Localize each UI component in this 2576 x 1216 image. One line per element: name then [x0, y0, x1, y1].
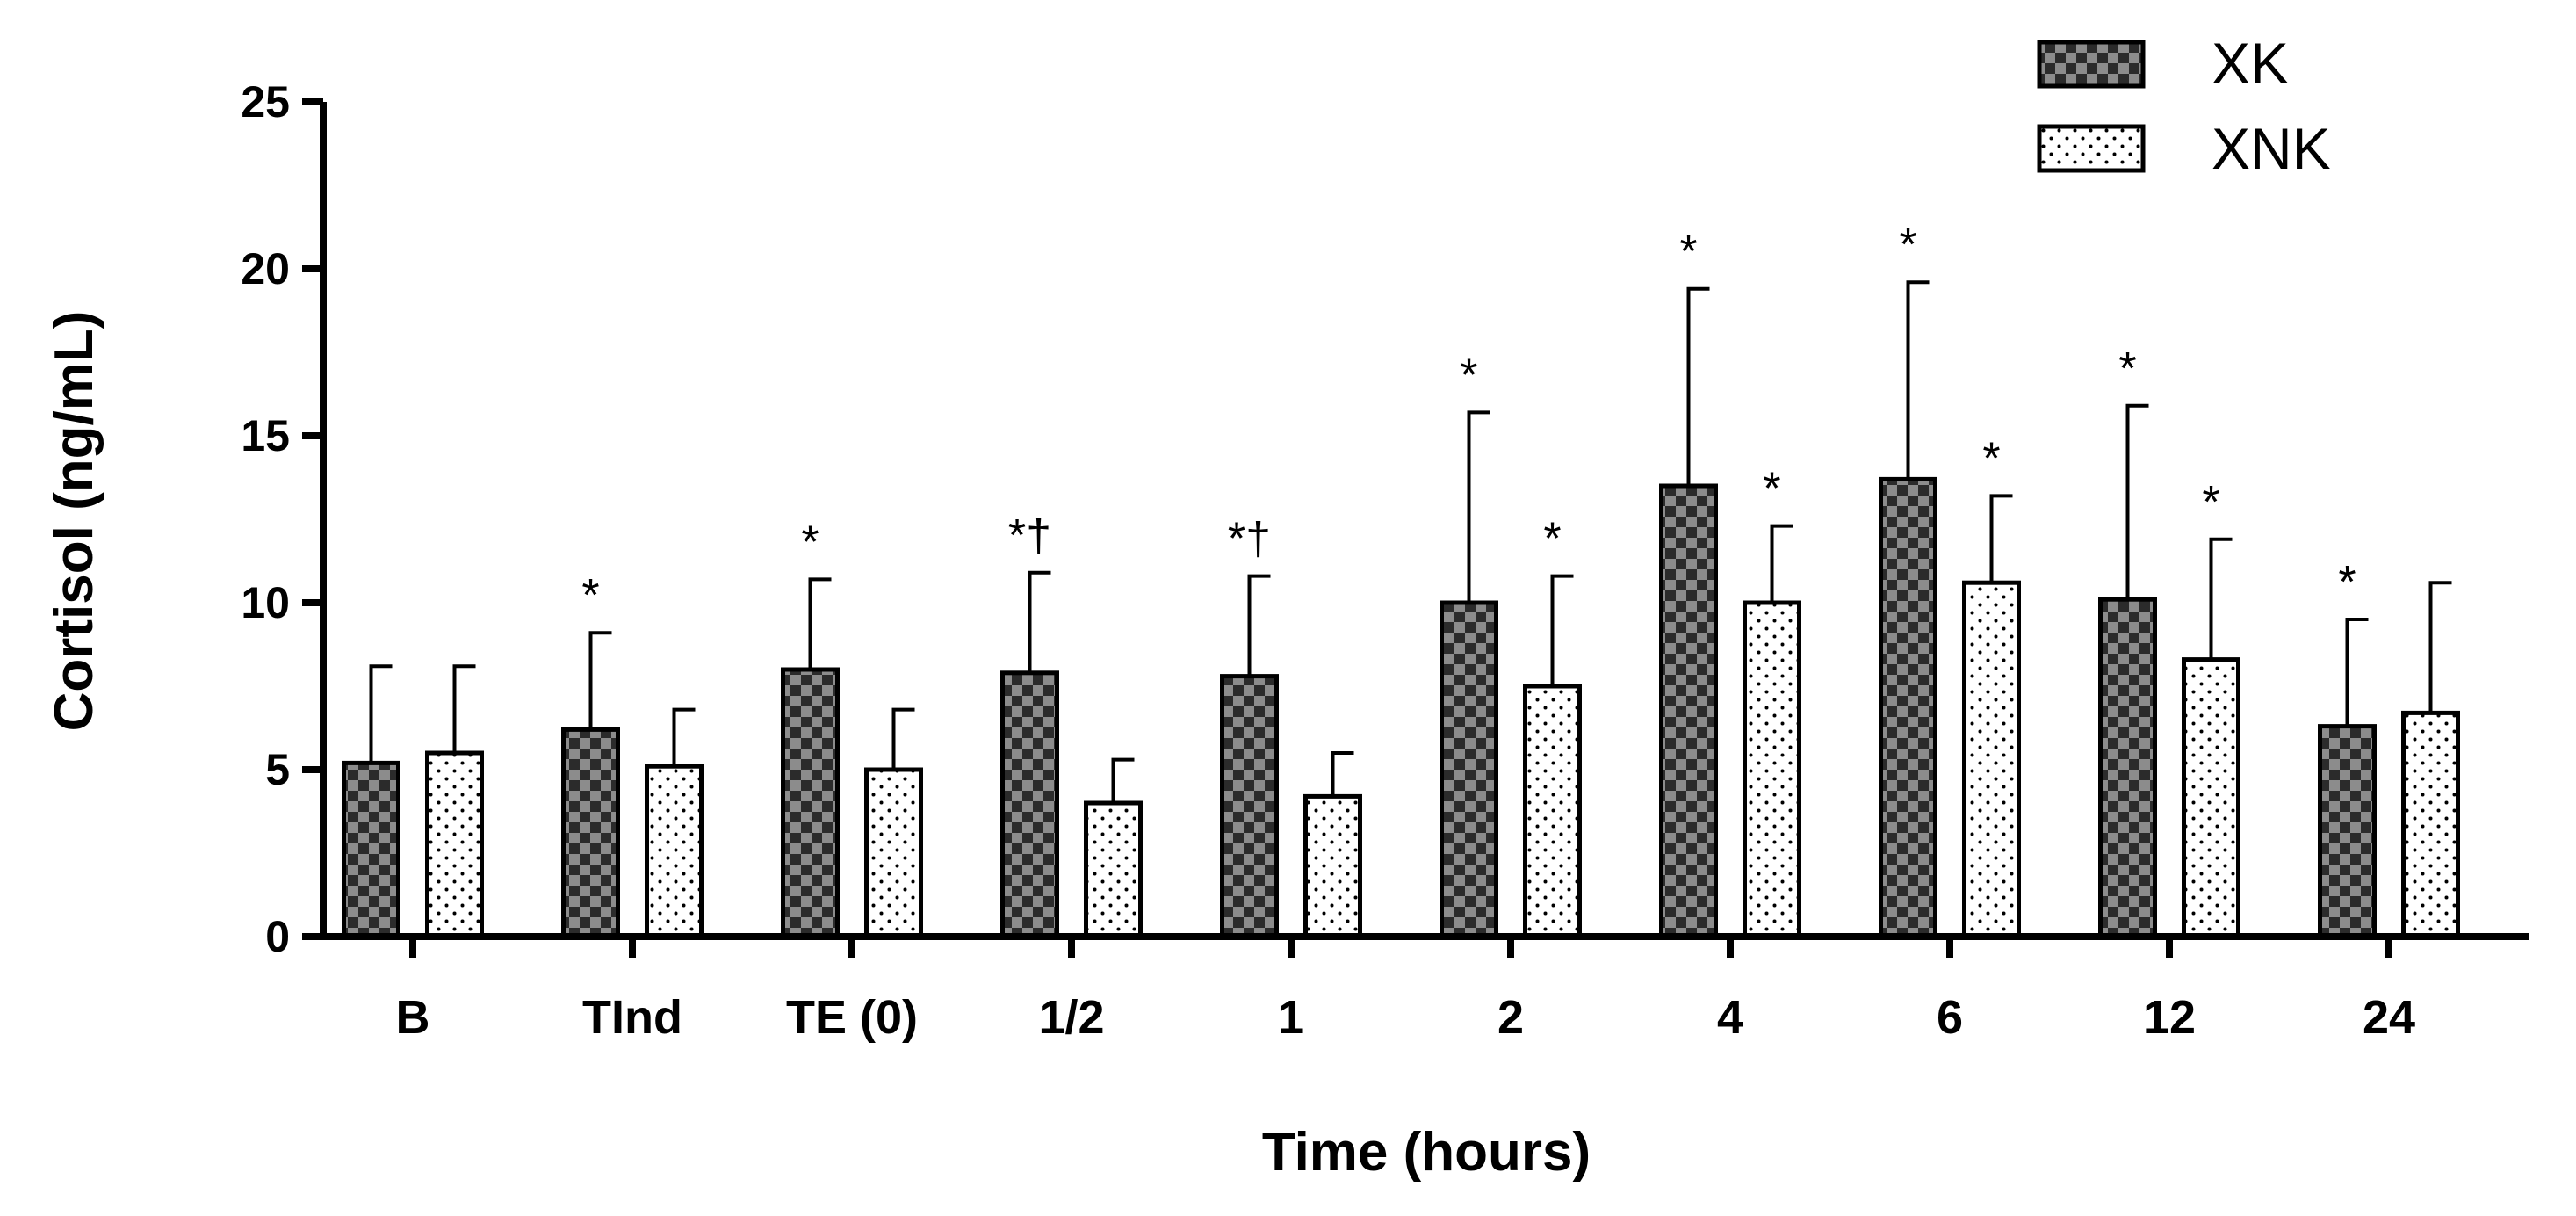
significance-label: *	[2338, 557, 2356, 608]
legend-label-xnk: XNK	[2212, 116, 2331, 181]
y-tick-label: 20	[241, 244, 290, 293]
y-tick-label: 0	[265, 912, 290, 961]
y-tick-label: 5	[265, 745, 290, 794]
bar-xnk-9	[2401, 710, 2460, 939]
bar-xnk-2	[864, 767, 923, 939]
significance-labels: * * *† *† * * * * * * * * *	[581, 220, 2356, 621]
x-tick-label: 6	[1937, 991, 1963, 1044]
significance-label: *	[2202, 477, 2219, 528]
x-tick-label: 4	[1717, 991, 1743, 1044]
bar-xk-7	[1879, 476, 1937, 939]
significance-label: *	[1899, 220, 1916, 271]
significance-label: *†	[1228, 514, 1271, 565]
x-axis-title: Time (hours)	[1262, 1122, 1591, 1183]
legend: XK XNK	[2037, 31, 2331, 181]
bar-xk-4	[1220, 674, 1279, 939]
significance-label: *	[1763, 464, 1780, 515]
x-tick-label: 1	[1278, 991, 1304, 1044]
error-bars	[369, 280, 2452, 803]
x-tick-label: B	[396, 991, 430, 1044]
bars	[342, 476, 2460, 939]
y-axis-title: Cortisol (ng/mL)	[44, 311, 105, 732]
bar-xnk-1	[645, 764, 704, 939]
bar-xnk-7	[1962, 580, 2021, 939]
y-tick-label: 10	[241, 578, 290, 627]
bar-xk-1	[561, 727, 620, 939]
bar-xnk-6	[1743, 600, 1801, 939]
bar-xk-5	[1440, 600, 1498, 939]
x-tick-label: 2	[1497, 991, 1524, 1044]
bar-xnk-8	[2182, 657, 2240, 939]
legend-swatch-xnk	[2037, 124, 2146, 173]
significance-label: *	[1679, 227, 1697, 278]
bar-xk-8	[2098, 597, 2157, 939]
bar-xnk-3	[1084, 800, 1143, 939]
bar-xk-3	[1000, 670, 1059, 939]
bar-xk-2	[781, 667, 840, 939]
bar-xnk-0	[425, 750, 484, 939]
bar-xnk-5	[1523, 684, 1582, 939]
significance-label: *	[1543, 514, 1561, 565]
x-tick-label: 24	[2363, 991, 2415, 1044]
x-tick-label: TE (0)	[786, 991, 918, 1044]
legend-swatch-xk	[2037, 40, 2146, 89]
y-axis-ticks: 0 5 10 15 20 25	[241, 77, 323, 961]
y-tick-label: 25	[241, 77, 290, 127]
x-axis-ticks: B TInd TE (0) 1/2 1 2 4 6 12 24	[396, 937, 2415, 1044]
x-tick-label: 12	[2143, 991, 2196, 1044]
significance-label: *	[2118, 344, 2136, 394]
significance-label: *	[1460, 350, 1477, 401]
bar-xk-9	[2318, 724, 2377, 939]
significance-label: *	[1982, 433, 2000, 484]
x-tick-label: 1/2	[1038, 991, 1104, 1044]
bar-xk-6	[1659, 483, 1718, 939]
bar-xk-0	[342, 760, 400, 939]
significance-label: *	[581, 570, 599, 621]
significance-label: *	[801, 517, 819, 568]
y-tick-label: 15	[241, 411, 290, 460]
bar-xnk-4	[1303, 793, 1362, 939]
legend-label-xk: XK	[2212, 31, 2289, 96]
x-tick-label: TInd	[582, 991, 682, 1044]
significance-label: *†	[1008, 510, 1051, 561]
